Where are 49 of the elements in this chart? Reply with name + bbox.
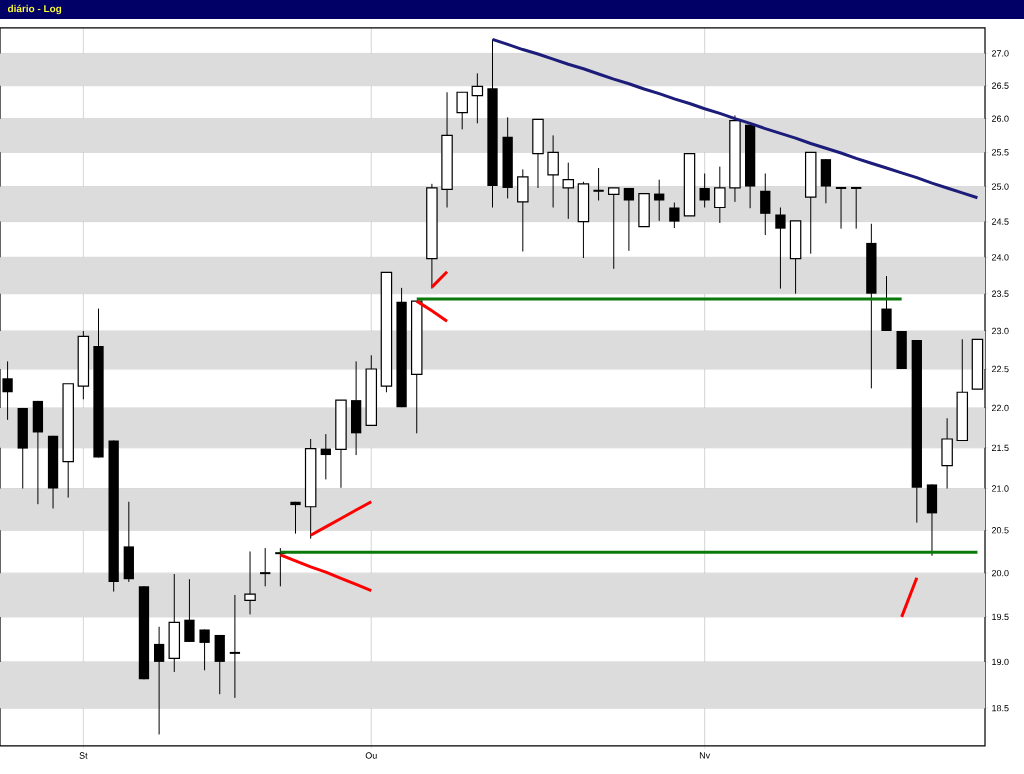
candlestick xyxy=(244,550,256,615)
candlestick xyxy=(547,134,559,208)
y-tick-label: 21.0 xyxy=(991,485,1009,492)
candlestick xyxy=(290,501,301,535)
candlestick xyxy=(669,202,680,229)
candlestick xyxy=(562,162,575,220)
y-tick-label: 20.5 xyxy=(991,527,1009,534)
y-tick-label: 23.5 xyxy=(991,290,1009,297)
y-tick-label: 18.5 xyxy=(992,704,1009,712)
candlestick xyxy=(184,578,195,643)
y-tick-label: 26.5 xyxy=(991,82,1009,89)
y-tick-label: 24.0 xyxy=(991,254,1009,261)
candlestick xyxy=(607,187,620,270)
y-tick-label: 26.0 xyxy=(991,115,1009,122)
y-tick-label: 21.5 xyxy=(991,444,1009,451)
y-tick-label: 25.0 xyxy=(991,183,1009,190)
y-tick-label: 22.0 xyxy=(991,404,1009,412)
candlestick xyxy=(320,433,331,480)
candlestick xyxy=(654,179,665,222)
x-tick-label: Nv xyxy=(699,752,711,759)
candlestick xyxy=(456,91,468,130)
chart-title: diário - Log xyxy=(7,4,62,15)
y-tick-label: 24.5 xyxy=(991,218,1009,225)
y-tick-label: 22.5 xyxy=(991,365,1009,373)
y-tick-label: 20.0 xyxy=(991,569,1009,577)
candlestick xyxy=(592,167,605,201)
candlestick xyxy=(760,172,771,236)
candlestick xyxy=(775,207,786,290)
candlestick xyxy=(881,275,892,332)
candlestick xyxy=(153,626,165,735)
y-tick-label: 23.0 xyxy=(991,327,1009,335)
candlestick xyxy=(199,628,210,671)
candlestick xyxy=(623,187,635,252)
candlestick xyxy=(699,172,710,208)
candlestick xyxy=(850,186,863,230)
y-tick-label: 25.5 xyxy=(991,149,1009,156)
y-tick-label: 19.5 xyxy=(992,613,1009,621)
candlestick xyxy=(259,547,272,587)
line-series xyxy=(278,553,373,593)
candlestick xyxy=(834,186,848,230)
line-series xyxy=(309,500,373,537)
line-series xyxy=(491,37,979,200)
candlestick xyxy=(714,166,726,224)
y-tick-label: 27.0 xyxy=(991,50,1009,57)
candlestick xyxy=(228,594,242,699)
y-tick-label: 19.0 xyxy=(992,658,1009,666)
x-tick-label: Ou xyxy=(365,752,377,759)
x-tick-label: St xyxy=(79,752,88,759)
candlestick xyxy=(471,72,484,124)
